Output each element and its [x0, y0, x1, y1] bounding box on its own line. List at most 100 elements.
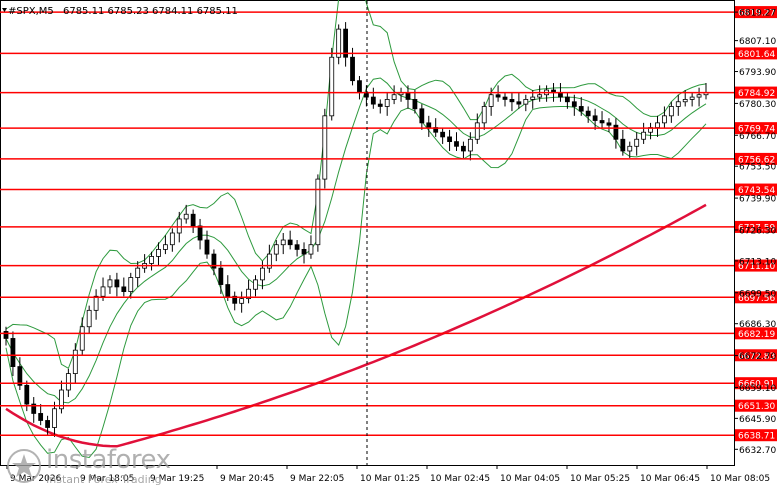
- candle-body: [405, 91, 411, 100]
- candle-body: [412, 99, 418, 110]
- candle-body: [65, 373, 71, 391]
- candle-body: [3, 331, 9, 339]
- candle-body: [516, 101, 522, 105]
- level-tag: [735, 183, 777, 196]
- candle-body: [509, 99, 515, 103]
- ohlc-values: 6785.11 6785.23 6784.11 6785.11: [63, 6, 238, 17]
- candle-body: [225, 284, 231, 297]
- level-tag: [735, 327, 777, 340]
- candle-body: [426, 122, 432, 128]
- candle-body: [634, 138, 640, 147]
- candle-body: [675, 101, 681, 107]
- level-tag: [735, 86, 777, 99]
- candle-body: [592, 115, 598, 121]
- candle-body: [329, 56, 335, 117]
- level-tag: [735, 47, 777, 60]
- y-tick-label: 6753.50: [739, 163, 776, 173]
- x-tick-label: 9 Mar 18:05: [80, 474, 134, 484]
- candle-body: [481, 106, 487, 124]
- level-tag-label: 6672.83: [738, 352, 775, 362]
- level-tag-label: 6743.54: [738, 186, 775, 196]
- level-tag: [735, 349, 777, 362]
- x-tick-label: 10 Mar 08:05: [710, 474, 770, 484]
- candle-body: [419, 108, 425, 124]
- candle-body: [530, 96, 536, 100]
- candle-body: [370, 96, 376, 105]
- candle-body: [350, 56, 355, 82]
- candle-body: [668, 106, 674, 117]
- instaforex-watermark: instaforex Instant Forex Trading: [6, 446, 171, 486]
- candle-body: [100, 286, 106, 297]
- candle-body: [114, 279, 120, 288]
- y-tick-label: 6686.30: [739, 320, 776, 330]
- candle-body: [38, 413, 44, 421]
- x-tick-label: 9 Mar 19:25: [150, 474, 204, 484]
- candle-body: [662, 115, 667, 124]
- candle-body: [135, 267, 141, 278]
- candle-body: [17, 366, 23, 386]
- candle-body: [260, 267, 265, 281]
- candle-body: [45, 420, 50, 428]
- candle-body: [72, 349, 78, 375]
- y-tick-label: 6807.10: [739, 37, 776, 47]
- x-tick-label: 10 Mar 02:45: [430, 474, 490, 484]
- candle-body: [246, 288, 251, 300]
- level-tag: [735, 220, 777, 233]
- candle-body: [79, 326, 85, 351]
- level-tag: [735, 429, 777, 442]
- candle-body: [488, 94, 494, 107]
- time-axis: 9 Mar 2026 9 Mar 18:05 9 Mar 19:25 9 Mar 20…: [6, 465, 770, 484]
- x-tick-label: 9 Mar 22:05: [290, 474, 344, 484]
- level-tag-label: 6801.64: [738, 50, 775, 60]
- level-tag: [735, 399, 777, 412]
- candle-body: [391, 94, 397, 100]
- x-tick-label: 10 Mar 01:25: [360, 474, 420, 484]
- level-tag: [735, 122, 777, 135]
- candle-body: [655, 122, 660, 128]
- candle-body: [239, 298, 245, 304]
- candle-body: [357, 80, 362, 93]
- candles: [3, 22, 709, 437]
- level-tag-label: 6819.27: [738, 9, 775, 19]
- candle-body: [613, 124, 619, 140]
- y-tick-label: 6766.70: [739, 132, 776, 142]
- y-tick-label: 6819.27: [739, 9, 776, 19]
- candle-body: [343, 28, 349, 58]
- candle-body: [315, 178, 321, 246]
- candle-body: [31, 403, 37, 414]
- candle-body: [253, 279, 258, 290]
- level-tag-label: 6638.71: [738, 432, 775, 442]
- band-middle: [5, 77, 707, 404]
- candle-body: [176, 218, 182, 234]
- y-tick-label: 6632.70: [739, 446, 776, 456]
- y-tick-label: 6672.70: [739, 352, 776, 362]
- candle-body: [682, 99, 688, 103]
- x-tick-label: 10 Mar 05:25: [570, 474, 630, 484]
- dropdown-triangle-icon[interactable]: [2, 8, 7, 12]
- candle-body: [474, 122, 480, 140]
- level-tag-label: 6784.92: [738, 89, 775, 99]
- candle-body: [599, 120, 605, 124]
- candle-body: [287, 239, 293, 246]
- watermark-tagline: Instant Forex Trading: [46, 473, 162, 486]
- candle-body: [696, 94, 702, 98]
- candle-body: [585, 110, 591, 117]
- plot-frame: [0, 0, 735, 466]
- candle-body: [447, 136, 452, 143]
- candle-body: [384, 99, 390, 107]
- candle-body: [86, 309, 92, 328]
- candle-body: [183, 213, 189, 220]
- chart-header: #SPX,M5 6785.11 6785.23 6784.11 6785.11: [8, 6, 238, 17]
- band-upper: [5, 0, 707, 370]
- candle-body: [308, 244, 314, 255]
- symbol-label: #SPX,M5: [8, 6, 54, 17]
- candle-body: [495, 94, 501, 98]
- level-tag-label: 6682.19: [738, 330, 775, 340]
- candle-body: [204, 239, 210, 255]
- y-tick-label: 6726.30: [739, 226, 776, 236]
- candle-body: [232, 295, 238, 304]
- y-tick-label: 6659.10: [739, 384, 776, 394]
- level-tag-label: 6769.74: [738, 125, 775, 135]
